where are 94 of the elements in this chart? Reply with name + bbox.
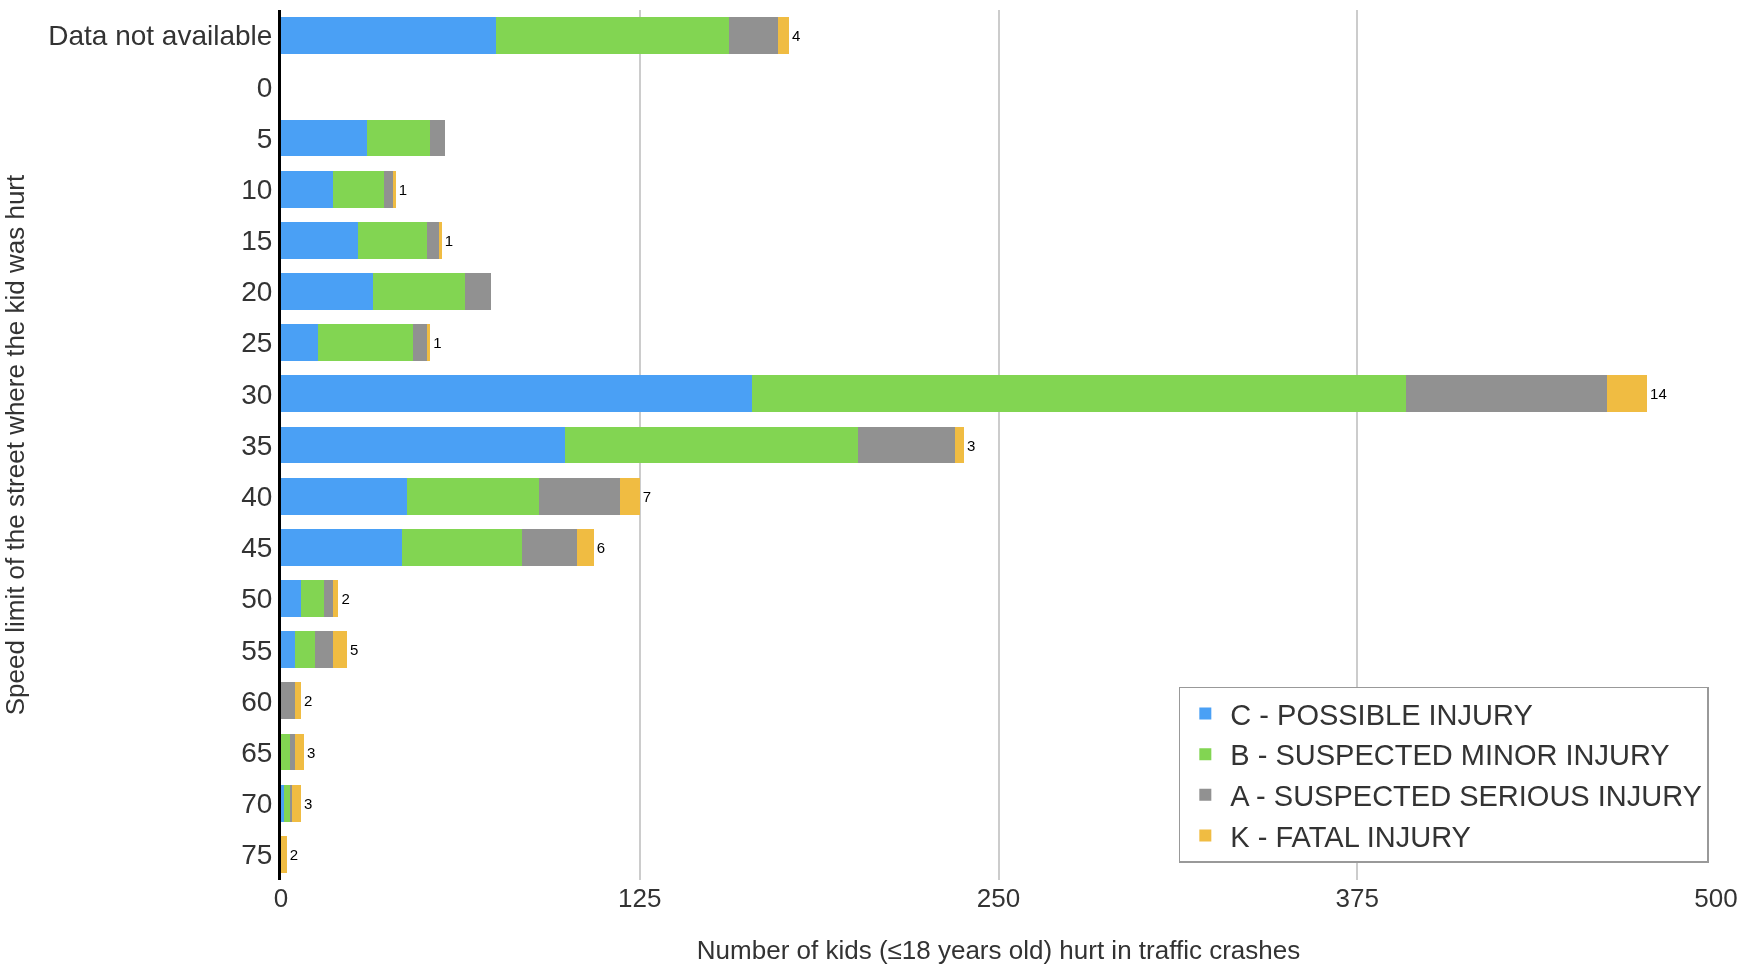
bar — [281, 273, 373, 310]
bar — [1406, 375, 1607, 413]
x-tick-label: 375 — [1335, 883, 1379, 913]
bar — [751, 375, 1407, 413]
bar — [318, 324, 414, 362]
data-label: 3 — [967, 436, 976, 454]
x-tick-label: 125 — [618, 883, 662, 913]
bar — [857, 426, 956, 464]
data-label: 6 — [596, 538, 606, 556]
data-label: 14 — [1650, 385, 1667, 403]
bar — [315, 631, 333, 669]
y-tick-label: 50 — [241, 583, 273, 615]
data-label: 1 — [444, 231, 454, 249]
bar — [295, 733, 304, 771]
bar — [295, 631, 316, 669]
x-tick-label: 250 — [976, 883, 1021, 913]
x-tick-label: 500 — [1694, 883, 1738, 913]
bar — [496, 17, 729, 55]
y-tick-label: 10 — [241, 173, 273, 205]
bar — [281, 580, 302, 617]
data-label: 3 — [306, 743, 316, 761]
bar — [281, 477, 408, 515]
bar — [438, 221, 442, 259]
data-label: 2 — [341, 590, 350, 608]
bar — [1606, 375, 1648, 413]
bar — [427, 324, 431, 362]
y-tick-label: 5 — [256, 122, 273, 154]
bar — [464, 273, 491, 310]
y-tick-label: 15 — [241, 225, 273, 257]
y-tick-label: 45 — [241, 532, 273, 564]
y-axis-title: Speed limit of the street where the kid was hurt — [0, 173, 30, 716]
bar — [281, 733, 290, 771]
y-tick-label: 70 — [241, 788, 273, 820]
bar — [619, 477, 640, 515]
legend-label: A - SUSPECTED SERIOUS INJURY — [1230, 780, 1702, 813]
y-tick-label: 60 — [241, 685, 273, 717]
data-label: 2 — [289, 845, 299, 863]
bar — [324, 580, 333, 617]
data-label: 1 — [433, 334, 442, 352]
bar — [955, 426, 965, 464]
bar — [281, 426, 566, 464]
bar — [728, 17, 778, 55]
data-label: 3 — [304, 794, 313, 812]
bar — [367, 119, 431, 157]
bar — [522, 528, 577, 566]
bar — [372, 273, 465, 310]
bar — [413, 324, 428, 362]
bar — [576, 528, 594, 566]
bar — [401, 528, 523, 566]
bar — [332, 170, 385, 208]
x-axis-title: Number of kids (≤18 years old) hurt in traffic crashes — [696, 934, 1301, 965]
bar — [292, 784, 302, 822]
bar — [281, 170, 333, 208]
data-label: 5 — [350, 641, 359, 659]
bar — [281, 375, 752, 413]
bar — [332, 631, 348, 669]
bar — [539, 477, 620, 515]
data-label: 1 — [398, 180, 408, 198]
bar — [427, 221, 439, 259]
legend-label: K - FATAL INJURY — [1230, 820, 1471, 853]
legend-label: B - SUSPECTED MINOR INJURY — [1230, 739, 1670, 772]
y-tick-label: 35 — [241, 429, 273, 461]
bar — [281, 119, 368, 157]
bar — [281, 835, 287, 873]
y-tick-label: 0 — [256, 71, 273, 103]
bar — [565, 426, 858, 464]
bar — [430, 119, 445, 157]
bar — [281, 682, 296, 720]
y-tick-label: 25 — [241, 327, 273, 359]
y-tick-label: 20 — [241, 276, 273, 308]
bar — [281, 784, 284, 822]
bar — [407, 477, 540, 515]
y-tick-label: 65 — [241, 736, 273, 768]
bar — [777, 17, 789, 55]
y-tick-label: Data not available — [48, 20, 273, 52]
bar — [384, 170, 393, 208]
data-label: 2 — [304, 692, 313, 710]
y-tick-label: 30 — [241, 378, 273, 410]
legend-label: C - POSSIBLE INJURY — [1230, 698, 1533, 731]
bar — [283, 784, 290, 822]
bar — [281, 221, 359, 259]
bar — [392, 170, 396, 208]
bar — [295, 682, 302, 720]
data-label: 4 — [791, 27, 801, 45]
y-tick-label: 55 — [241, 634, 273, 666]
y-tick-label: 40 — [241, 480, 273, 512]
bar — [281, 528, 402, 566]
y-tick-label: 75 — [241, 839, 273, 871]
bar — [301, 580, 325, 617]
bar — [281, 631, 296, 669]
bar — [358, 221, 428, 259]
bar — [281, 324, 319, 362]
data-label: 7 — [642, 487, 652, 505]
bar — [281, 17, 497, 55]
